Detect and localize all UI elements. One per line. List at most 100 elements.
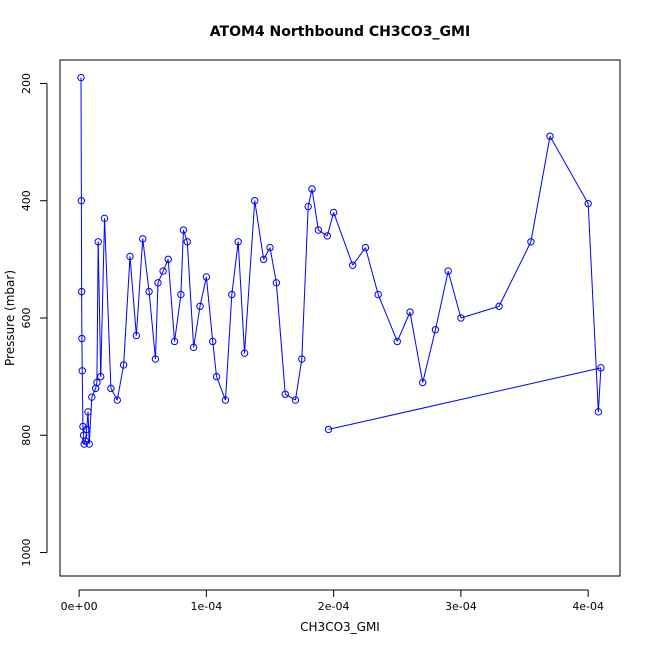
series-segment xyxy=(104,218,112,389)
series-segment xyxy=(269,247,277,283)
series-segment xyxy=(244,200,256,354)
series-segment xyxy=(396,311,411,342)
series-segment xyxy=(110,388,118,401)
data-point xyxy=(164,255,172,264)
data-point xyxy=(361,243,370,252)
series-segment xyxy=(597,367,602,412)
data-point xyxy=(179,226,188,234)
data-point xyxy=(272,279,281,287)
series-segment xyxy=(182,229,188,242)
series-lines xyxy=(80,77,602,445)
data-point xyxy=(145,287,153,296)
data-point xyxy=(406,308,414,316)
data-point xyxy=(298,355,306,363)
series-segment xyxy=(167,259,176,342)
data-point xyxy=(228,290,236,299)
y-tick-label: 400 xyxy=(20,190,33,211)
x-tick-label: 4e-04 xyxy=(572,600,604,613)
x-tick-label: 3e-04 xyxy=(445,600,477,613)
series-segment xyxy=(326,212,335,237)
series-segment xyxy=(82,426,85,436)
data-point xyxy=(78,334,86,343)
series-segment xyxy=(224,294,233,401)
data-point xyxy=(183,238,191,246)
series-segment xyxy=(193,306,201,348)
chart-title: ATOM4 Northbound CH3CO3_GMI xyxy=(210,24,470,40)
data-point xyxy=(594,408,603,416)
series-segment xyxy=(205,276,214,342)
data-point xyxy=(132,331,141,340)
data-point xyxy=(84,408,92,416)
series-segment xyxy=(498,241,532,307)
series-segment xyxy=(157,270,164,284)
series-segment xyxy=(587,203,599,412)
series-segment xyxy=(186,241,195,348)
series-segment xyxy=(100,218,106,377)
series-segment xyxy=(96,241,99,383)
x-tick-label: 0e+00 xyxy=(61,600,98,613)
data-point xyxy=(88,393,96,401)
data-point xyxy=(126,252,134,261)
data-point xyxy=(107,384,115,393)
series-segment xyxy=(434,270,449,330)
series-segment xyxy=(285,393,296,401)
series-segment xyxy=(460,305,500,319)
series-segment xyxy=(129,256,137,336)
data-point xyxy=(308,185,316,193)
series-segment xyxy=(301,206,309,360)
data-point xyxy=(209,337,217,346)
x-axis: 0e+00 1e-04 2e-04 3e-04 4e-04 xyxy=(61,589,604,613)
data-point xyxy=(78,367,86,375)
series-segment xyxy=(216,376,226,401)
series-segment xyxy=(83,440,86,445)
series-segment xyxy=(84,429,88,442)
series-segment xyxy=(199,276,207,307)
data-point xyxy=(97,372,105,381)
data-point xyxy=(77,197,86,205)
data-point xyxy=(323,232,331,240)
series-segment xyxy=(377,294,398,342)
series-segment xyxy=(91,388,97,398)
x-axis-label: CH3CO3_GMI xyxy=(300,620,380,634)
series-segment xyxy=(254,200,265,260)
data-point xyxy=(495,302,503,310)
data-point xyxy=(100,214,109,223)
data-point xyxy=(77,73,85,82)
series-segment xyxy=(263,247,271,260)
series-segment xyxy=(81,370,84,427)
data-point xyxy=(234,238,242,246)
series-segment xyxy=(83,435,85,445)
series-segment xyxy=(364,247,379,295)
series-segment xyxy=(318,229,328,237)
series-segment xyxy=(87,411,90,445)
data-point xyxy=(546,132,554,140)
series-points xyxy=(77,73,605,448)
data-point xyxy=(119,361,128,369)
data-point xyxy=(202,273,211,281)
series-segment xyxy=(88,397,93,445)
series-segment xyxy=(422,329,436,383)
series-segment xyxy=(135,238,144,336)
series-segment xyxy=(333,212,354,266)
data-point xyxy=(349,261,357,269)
series-segment xyxy=(116,364,125,401)
data-point xyxy=(314,226,323,234)
y-axis-label: Pressure (mbar) xyxy=(3,270,17,366)
data-point xyxy=(221,396,230,404)
data-point xyxy=(266,243,274,252)
data-point xyxy=(94,238,102,246)
series-segment xyxy=(97,241,102,377)
series-segment xyxy=(212,341,218,377)
data-point xyxy=(196,302,204,310)
series-segment xyxy=(180,230,184,295)
data-point xyxy=(374,290,382,299)
data-point xyxy=(170,337,179,346)
data-point xyxy=(259,255,268,264)
series-segment xyxy=(154,282,159,360)
data-point xyxy=(291,396,300,404)
series-segment xyxy=(328,367,602,430)
y-tick-label: 1000 xyxy=(20,539,33,567)
data-point xyxy=(419,378,427,387)
y-tick-label: 800 xyxy=(20,425,33,446)
data-point xyxy=(304,202,312,211)
